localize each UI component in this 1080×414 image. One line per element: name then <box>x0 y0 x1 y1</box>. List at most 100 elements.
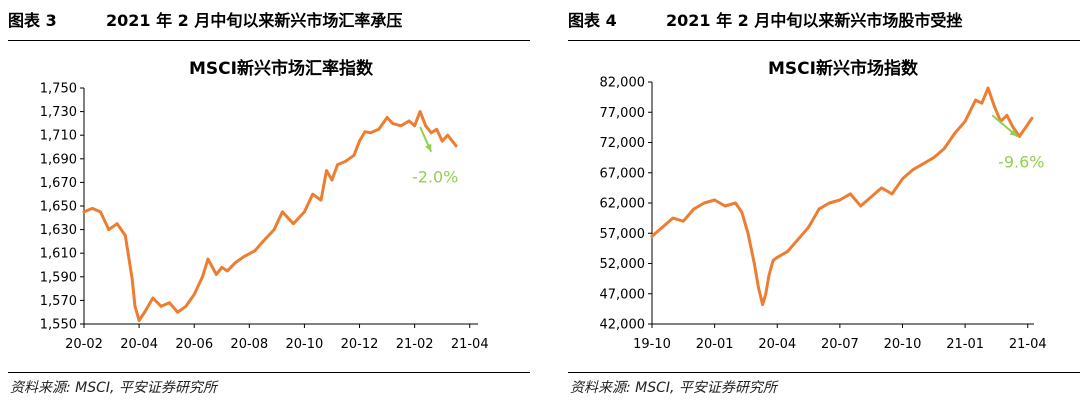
data-point <box>107 228 111 232</box>
y-tick-label: 1,570 <box>40 294 77 309</box>
x-tick-label: 20-10 <box>884 337 922 352</box>
data-point <box>184 304 188 308</box>
y-tick-label: 52,000 <box>600 257 646 272</box>
data-point <box>650 234 654 238</box>
data-point <box>771 259 775 262</box>
annotation-label: -9.6% <box>998 152 1044 171</box>
data-point <box>1017 135 1021 138</box>
data-point <box>932 156 936 160</box>
data-point <box>757 286 760 290</box>
y-tick-label: 42,000 <box>600 318 646 333</box>
data-point <box>723 204 727 208</box>
x-tick-label: 20-10 <box>286 337 324 352</box>
y-tick-label: 47,000 <box>600 287 646 302</box>
data-point <box>303 210 306 214</box>
chart-panel-left: 图表 3 2021 年 2 月中旬以来新兴市场汇率承压 MSCI新兴市场汇率指数… <box>0 0 530 414</box>
annotation-label: -2.0% <box>412 168 458 187</box>
data-point <box>921 162 925 166</box>
data-point <box>358 139 361 143</box>
data-point <box>807 225 810 229</box>
data-point <box>869 195 873 199</box>
data-point <box>963 119 967 123</box>
x-tick-label: 20-04 <box>758 337 796 352</box>
data-point <box>225 269 229 273</box>
data-point <box>859 204 863 208</box>
y-tick-label: 62,000 <box>600 197 646 212</box>
data-point <box>137 319 141 322</box>
x-tick-label: 21-04 <box>1009 337 1047 352</box>
y-tick-label: 1,610 <box>40 247 77 262</box>
data-point <box>681 219 685 223</box>
data-point <box>435 127 439 131</box>
data-point <box>176 310 180 314</box>
x-tick-label: 20-12 <box>341 337 379 352</box>
data-point <box>775 256 779 259</box>
y-tick-label: 1,710 <box>40 129 77 144</box>
data-point <box>311 192 315 196</box>
x-tick-label: 20-01 <box>696 337 734 352</box>
data-point <box>974 98 977 102</box>
data-point <box>986 86 990 90</box>
chart-title: MSCI新兴市场汇率指数 <box>189 58 374 79</box>
x-tick-label: 20-08 <box>230 337 268 352</box>
data-point <box>828 201 831 205</box>
data-point <box>1024 125 1028 129</box>
data-point <box>942 147 946 150</box>
data-point <box>1011 125 1015 129</box>
data-point <box>126 251 130 255</box>
data-point <box>90 206 94 210</box>
data-point <box>702 201 706 205</box>
data-point <box>220 265 224 269</box>
data-point <box>82 210 86 214</box>
chart-title: MSCI新兴市场指数 <box>768 58 919 79</box>
y-tick-label: 1,670 <box>40 176 77 191</box>
header-rule <box>568 40 1080 41</box>
annotation-arrowhead <box>1009 129 1018 137</box>
y-tick-label: 82,000 <box>600 76 646 91</box>
figure-header: 图表 4 2021 年 2 月中旬以来新兴市场股市受挫 <box>568 6 1080 36</box>
y-tick-label: 1,730 <box>40 105 77 120</box>
data-point <box>330 178 334 182</box>
data-point <box>1005 113 1009 117</box>
data-point <box>352 153 356 157</box>
data-point <box>890 192 894 196</box>
x-tick-label: 20-02 <box>65 337 103 352</box>
data-point <box>953 132 957 135</box>
data-point <box>796 237 800 241</box>
data-point <box>242 255 246 259</box>
y-tick-label: 1,550 <box>40 318 77 333</box>
data-point <box>440 139 444 143</box>
data-point <box>1030 116 1034 120</box>
y-tick-label: 77,000 <box>600 106 646 121</box>
data-point <box>418 110 422 113</box>
data-point <box>764 292 768 296</box>
data-point <box>151 296 155 300</box>
data-point <box>911 168 915 172</box>
data-point <box>385 116 389 119</box>
line-chart-equity-index: MSCI新兴市场指数 42,000 47,000 52,000 57,000 62,000… <box>600 58 1047 352</box>
y-tick-label: 72,000 <box>600 136 646 151</box>
data-point <box>363 130 367 134</box>
x-tick-label: 20-07 <box>821 337 859 352</box>
data-point <box>786 250 790 253</box>
source-note: 资料来源: MSCI, 平安证券研究所 <box>10 380 217 396</box>
data-point <box>344 159 348 163</box>
data-point <box>692 207 696 211</box>
x-tick-label: 21-04 <box>451 337 489 352</box>
data-point <box>192 293 196 296</box>
data-point <box>761 303 765 307</box>
data-point <box>740 210 744 214</box>
y-tick-label: 1,590 <box>40 270 77 285</box>
data-point <box>123 234 127 237</box>
figure-header: 图表 3 2021 年 2 月中旬以来新兴市场汇率承压 <box>8 6 530 36</box>
footer-rule <box>8 372 530 373</box>
data-point <box>980 101 984 105</box>
data-point <box>253 249 257 253</box>
data-point <box>336 163 339 167</box>
x-tick-label: 21-01 <box>946 337 984 352</box>
data-point <box>319 198 323 202</box>
y-tick-label: 1,690 <box>40 152 77 167</box>
y-tick-label: 57,000 <box>600 227 646 242</box>
data-point <box>848 192 852 196</box>
data-point <box>377 127 381 131</box>
